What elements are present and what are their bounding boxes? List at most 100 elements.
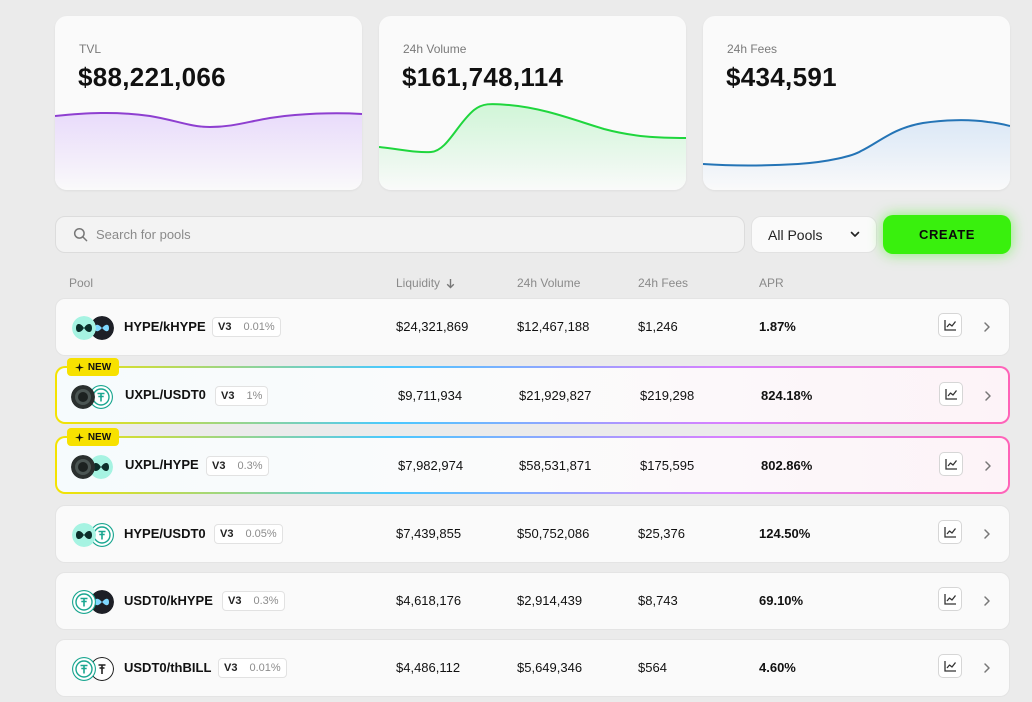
- pool-volume: $5,649,346: [517, 660, 583, 675]
- uxpl-token-icon: [71, 455, 95, 479]
- pool-version: V3: [224, 662, 238, 674]
- pool-chart-button[interactable]: [938, 520, 962, 544]
- volume-area: [379, 104, 686, 190]
- token-pair-icons: [71, 385, 113, 409]
- pool-row[interactable]: HYPE/kHYPE V3 0.01% $24,321,869 $12,467,188 $…: [55, 298, 1010, 356]
- pool-volume: $21,929,827: [519, 388, 592, 403]
- pool-apr: 1.87%: [759, 319, 796, 334]
- pool-apr: 4.60%: [759, 660, 796, 675]
- new-badge: NEW: [67, 428, 119, 446]
- pool-row[interactable]: UXPL/USDT0 V3 1% $9,711,934 $21,929,827 $219,…: [55, 366, 1010, 424]
- pool-liquidity: $7,982,974: [398, 458, 464, 473]
- pool-row[interactable]: HYPE/USDT0 V3 0.05% $7,439,855 $50,752,086 $2…: [55, 505, 1010, 563]
- new-badge-label: NEW: [87, 361, 112, 373]
- line-chart-icon: [943, 320, 956, 331]
- token-pair-icons: [72, 590, 114, 614]
- fees-sparkline: [703, 119, 1010, 190]
- chevron-right-icon[interactable]: [982, 320, 992, 334]
- usdt0-token-icon: [72, 657, 96, 681]
- pool-fees: $175,595: [640, 458, 695, 473]
- chevron-right-icon[interactable]: [982, 527, 992, 541]
- line-chart-icon: [944, 389, 957, 400]
- pool-version-fee-tag: V3 0.3%: [222, 591, 285, 611]
- chevron-right-icon[interactable]: [983, 389, 993, 403]
- pool-version: V3: [228, 595, 242, 607]
- hype-token-icon: [72, 316, 96, 340]
- pool-fee-tier: 0.05%: [245, 528, 277, 540]
- uxpl-token-icon: [71, 385, 95, 409]
- hype-token-icon: [89, 455, 113, 479]
- pool-liquidity: $4,618,176: [396, 593, 462, 608]
- stat-value: $434,591: [726, 62, 837, 92]
- sparkle-icon: [74, 362, 84, 372]
- pool-pair-name: USDT0/thBILL: [124, 660, 212, 675]
- chevron-down-icon: [850, 231, 860, 237]
- stat-label: 24h Volume: [403, 42, 467, 56]
- pool-row[interactable]: USDT0/kHYPE V3 0.3% $4,618,176 $2,914,439 $8,…: [55, 572, 1010, 630]
- pool-fee-tier: 0.3%: [237, 460, 263, 472]
- pool-filter-dropdown[interactable]: All Pools: [751, 216, 877, 253]
- new-badge: NEW: [67, 358, 119, 376]
- stat-card-volume: 24h Volume $161,748,114: [379, 16, 686, 190]
- chevron-right-icon[interactable]: [982, 661, 992, 675]
- pool-fee-tier: 0.01%: [243, 321, 275, 333]
- column-header-label: 24h Fees: [638, 276, 689, 290]
- pool-row[interactable]: UXPL/HYPE V3 0.3% $7,982,974 $58,531,871 $175…: [55, 436, 1010, 494]
- khype-token-icon: [90, 316, 114, 340]
- pool-apr: 69.10%: [759, 593, 804, 608]
- pool-liquidity: $24,321,869: [396, 319, 469, 334]
- thbill-token-icon: [90, 657, 114, 681]
- line-chart-icon: [944, 459, 957, 470]
- pool-pair-name: UXPL/USDT0: [125, 387, 206, 402]
- pool-row[interactable]: USDT0/thBILL V3 0.01% $4,486,112 $5,649,346 $…: [55, 639, 1010, 697]
- token-pair-icons: [71, 455, 113, 479]
- fees-area: [703, 120, 1010, 190]
- sort-down-arrow-icon: [446, 278, 455, 288]
- token-pair-icons: [72, 523, 114, 547]
- column-header-label: Pool: [69, 276, 94, 290]
- pool-volume: $2,914,439: [517, 593, 583, 608]
- pool-chart-button[interactable]: [938, 654, 962, 678]
- new-badge-label: NEW: [87, 431, 112, 443]
- usdt0-token-icon: [89, 385, 113, 409]
- pool-filter-value: All Pools: [768, 226, 823, 243]
- pool-volume: $50,752,086: [517, 526, 590, 541]
- stat-card-fees: 24h Fees $434,591: [703, 16, 1010, 190]
- tvl-area: [55, 112, 362, 190]
- chevron-right-icon[interactable]: [983, 459, 993, 473]
- stat-card-tvl: TVL $88,221,066: [55, 16, 362, 190]
- pool-version-fee-tag: V3 0.01%: [212, 317, 281, 337]
- pool-fees: $564: [638, 660, 667, 675]
- column-header-label: Liquidity: [396, 276, 441, 290]
- pool-chart-button[interactable]: [939, 382, 963, 406]
- token-pair-icons: [72, 657, 114, 681]
- khype-token-icon: [90, 590, 114, 614]
- pool-version: V3: [220, 528, 234, 540]
- search-icon: [73, 227, 88, 242]
- pool-liquidity: $4,486,112: [396, 660, 461, 675]
- pool-pair-name: USDT0/kHYPE: [124, 593, 213, 608]
- create-button[interactable]: CREATE: [883, 215, 1011, 254]
- column-header-pool: Pool: [69, 276, 93, 290]
- column-header-liquidity[interactable]: Liquidity: [396, 276, 455, 290]
- volume-line: [379, 103, 686, 154]
- pool-chart-button[interactable]: [939, 452, 963, 476]
- stat-value: $88,221,066: [78, 62, 226, 92]
- line-chart-icon: [943, 661, 956, 672]
- pool-fees: $1,246: [638, 319, 678, 334]
- pool-pair-name: UXPL/HYPE: [125, 457, 199, 472]
- search-input[interactable]: [96, 227, 656, 242]
- pool-fees: $25,376: [638, 526, 685, 541]
- pool-chart-button[interactable]: [938, 313, 962, 337]
- fees-line: [703, 119, 1010, 167]
- column-header-apr: APR: [759, 276, 784, 290]
- line-chart-icon: [943, 594, 956, 605]
- pool-chart-button[interactable]: [938, 587, 962, 611]
- hype-token-icon: [72, 523, 96, 547]
- pool-fee-tier: 0.01%: [249, 662, 281, 674]
- chevron-right-icon[interactable]: [982, 594, 992, 608]
- usdt0-token-icon: [72, 590, 96, 614]
- pool-apr: 824.18%: [761, 388, 813, 403]
- search-box[interactable]: [55, 216, 745, 253]
- pool-apr: 802.86%: [761, 458, 813, 473]
